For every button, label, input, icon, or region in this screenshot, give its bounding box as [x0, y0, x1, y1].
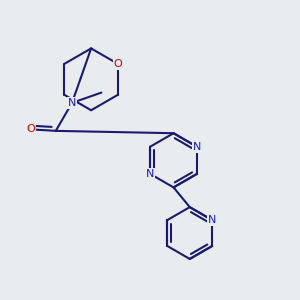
Text: N: N — [146, 169, 154, 179]
Text: N: N — [208, 215, 216, 225]
Text: O: O — [26, 124, 35, 134]
Text: O: O — [113, 59, 122, 69]
Text: N: N — [193, 142, 201, 152]
Text: N: N — [68, 98, 76, 108]
